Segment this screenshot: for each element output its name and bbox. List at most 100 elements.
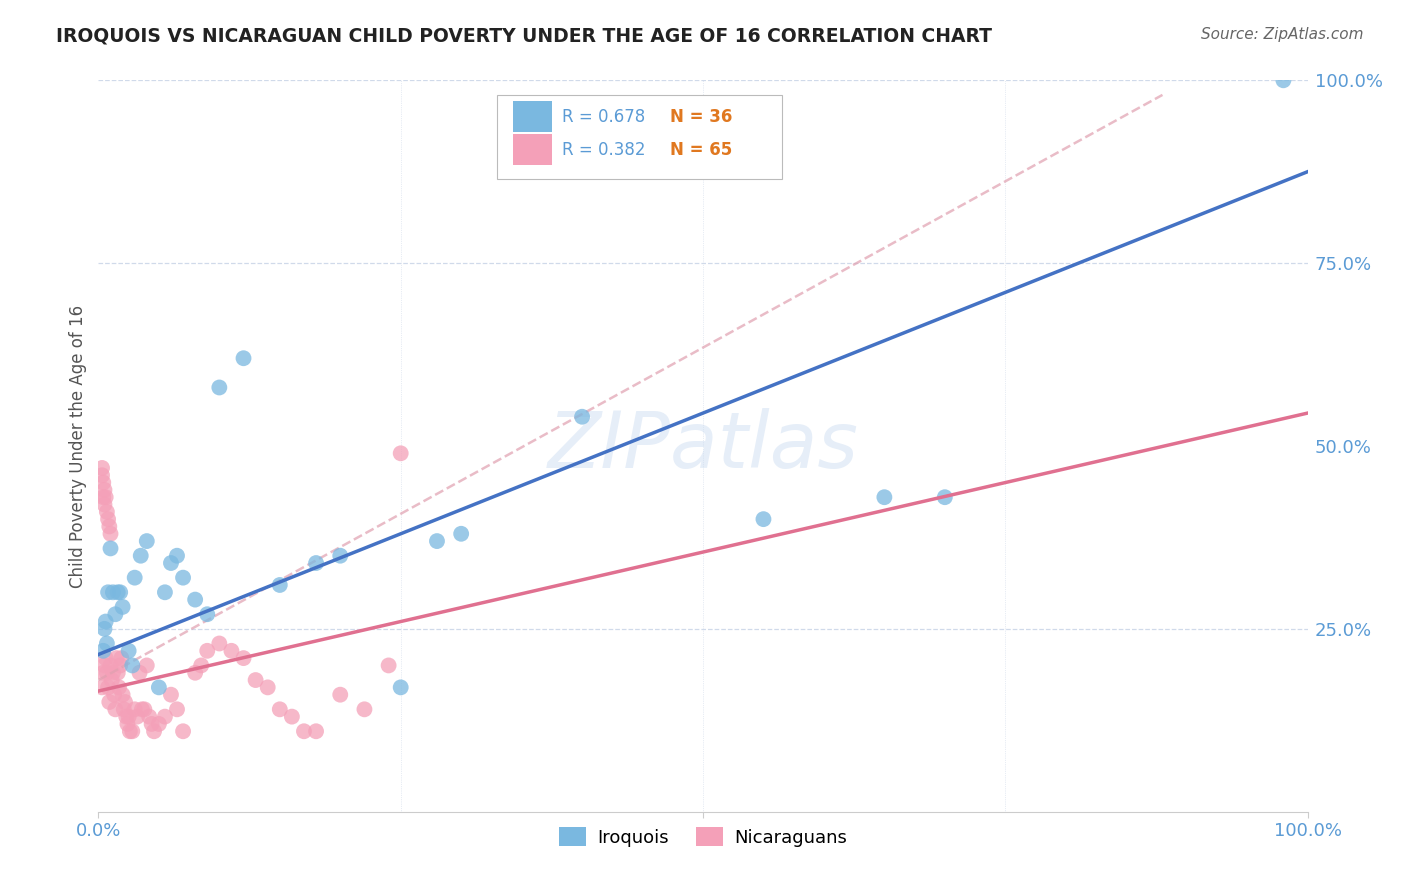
Text: IROQUOIS VS NICARAGUAN CHILD POVERTY UNDER THE AGE OF 16 CORRELATION CHART: IROQUOIS VS NICARAGUAN CHILD POVERTY UND… [56,27,993,45]
Point [134,702,156,716]
Point [103,688,125,702]
Point [752,512,775,526]
Point [245,673,267,687]
Y-axis label: Child Poverty Under the Age of 16: Child Poverty Under the Age of 16 [69,304,87,588]
Point [124,571,146,585]
Legend: Iroquois, Nicaraguans: Iroquois, Nicaraguans [553,820,853,854]
Point [108,585,131,599]
Text: N = 36: N = 36 [671,108,733,126]
Point [389,446,412,460]
Point [426,534,449,549]
Point [208,636,231,650]
Point [98,695,121,709]
Point [195,644,218,658]
Point [100,541,122,556]
Point [148,717,170,731]
Point [571,409,593,424]
Point [129,549,152,563]
Point [93,498,115,512]
Point [107,665,129,680]
Point [91,461,114,475]
Point [148,681,170,695]
Point [97,681,120,695]
Point [124,702,146,716]
Point [450,526,472,541]
Point [105,651,128,665]
Point [256,681,278,695]
Point [97,585,120,599]
Point [111,599,134,614]
Point [91,468,114,483]
Point [128,665,150,680]
Point [232,651,254,665]
Point [172,571,194,585]
Point [96,665,118,680]
FancyBboxPatch shape [513,135,551,165]
Point [118,709,141,723]
Point [377,658,399,673]
Point [281,709,304,723]
Point [153,585,176,599]
Point [329,688,352,702]
Text: ZIPatlas: ZIPatlas [547,408,859,484]
Point [160,556,183,570]
Point [94,490,117,504]
Point [118,724,141,739]
Point [108,681,131,695]
Point [96,505,118,519]
Point [101,665,124,680]
Point [94,615,117,629]
Point [91,644,114,658]
Point [153,709,176,723]
Point [184,665,207,680]
Point [127,709,149,723]
Point [104,702,127,716]
FancyBboxPatch shape [513,102,551,132]
Point [353,702,375,716]
Point [143,724,166,739]
Point [208,380,231,394]
Point [101,585,124,599]
Point [108,658,131,673]
Point [100,673,122,687]
Point [138,709,160,723]
Point [91,490,114,504]
Point [111,688,134,702]
Point [269,702,291,716]
Point [118,644,141,658]
Point [195,607,218,622]
Point [135,658,157,673]
Point [131,702,153,716]
Point [292,724,315,739]
Point [141,717,163,731]
Point [110,651,132,665]
Point [269,578,291,592]
Point [93,658,115,673]
Point [121,724,143,739]
Point [305,724,328,739]
Point [135,534,157,549]
Point [98,519,121,533]
Point [93,483,115,497]
Point [117,717,139,731]
Point [112,702,135,716]
Point [94,651,117,665]
Point [104,607,127,622]
Point [91,475,114,490]
Point [166,549,188,563]
Point [190,658,212,673]
Point [1272,73,1295,87]
Point [114,695,136,709]
Point [184,592,207,607]
Text: R = 0.678: R = 0.678 [561,108,645,126]
Point [100,658,122,673]
Text: Source: ZipAtlas.com: Source: ZipAtlas.com [1201,27,1364,42]
Text: N = 65: N = 65 [671,141,733,159]
Point [97,512,120,526]
Point [305,556,328,570]
FancyBboxPatch shape [498,95,782,179]
Point [115,709,138,723]
Point [934,490,956,504]
Point [329,549,352,563]
Point [873,490,896,504]
